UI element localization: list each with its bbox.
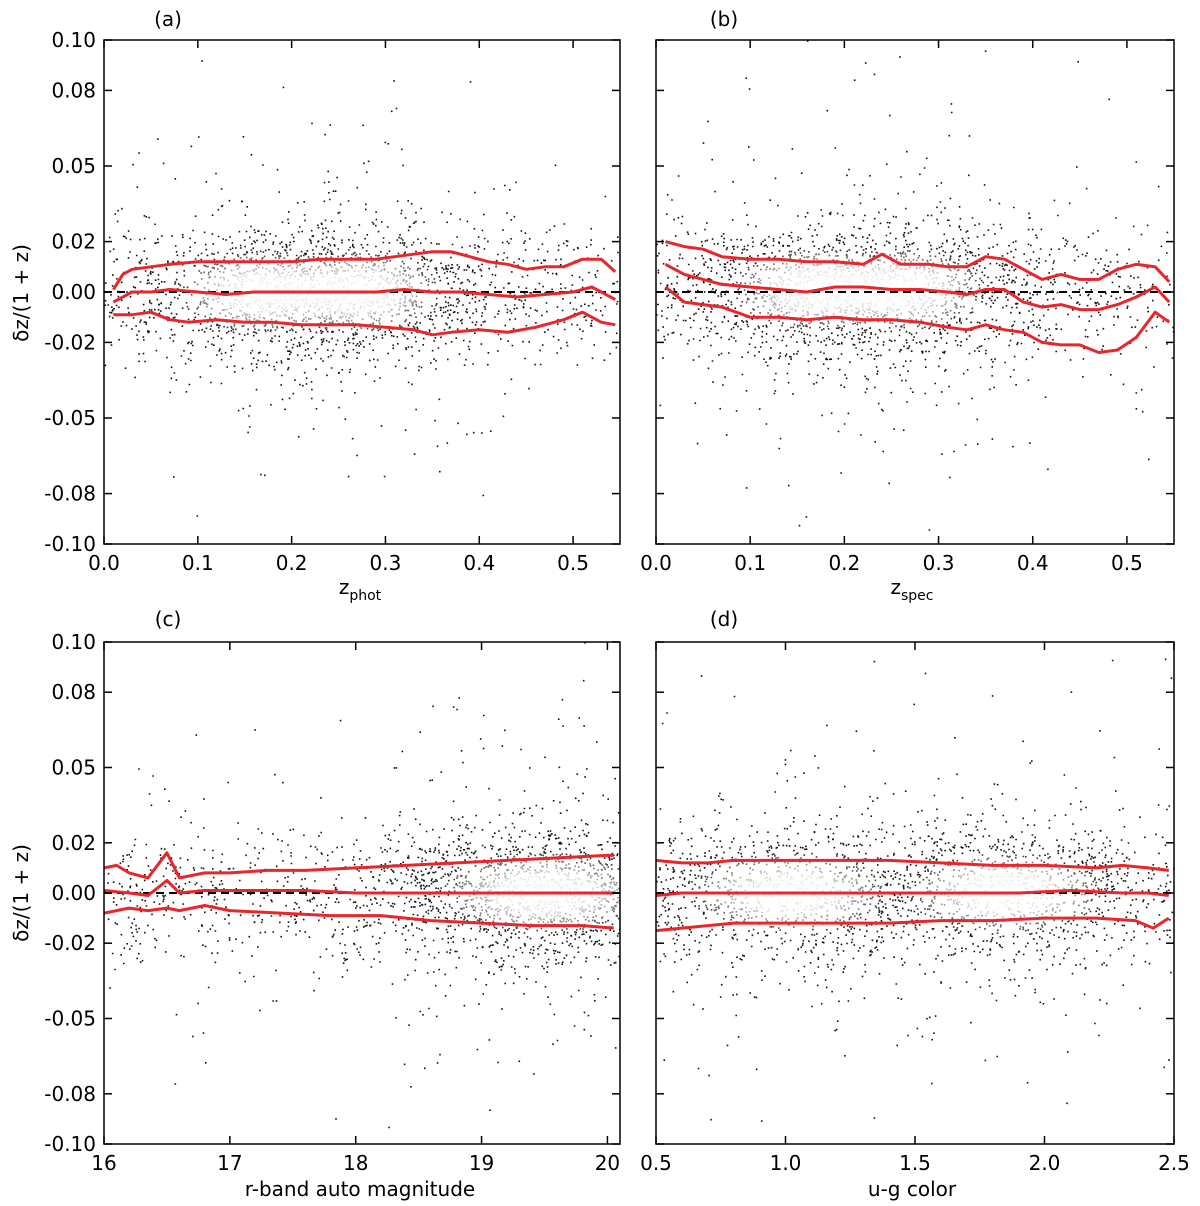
panel-a-ytick-label: -0.05 bbox=[44, 406, 96, 430]
panel-c-ytick-label: -0.08 bbox=[44, 1082, 96, 1106]
panel-d-xtick-label: 0.5 bbox=[640, 1151, 672, 1175]
panel-d-xtick-label: 1.0 bbox=[770, 1151, 802, 1175]
panel-a-xtick-label: 0.0 bbox=[88, 551, 120, 575]
panel-a-ytick-label: 0.10 bbox=[51, 28, 96, 52]
panel-b-series-0 bbox=[665, 240, 1171, 283]
panel-a-xtick-label: 0.3 bbox=[370, 551, 402, 575]
panel-c-xtick-label: 18 bbox=[343, 1151, 368, 1175]
panel-c-series-2 bbox=[104, 904, 614, 930]
panel-a-ytick-label: -0.10 bbox=[44, 532, 96, 556]
panel-a-ytick-label: 0.02 bbox=[51, 230, 96, 254]
panel-b-label: (b) bbox=[710, 7, 738, 31]
panel-c-ytick-label: -0.02 bbox=[44, 931, 96, 955]
panel-c-ylabel: δz/(1 + z) bbox=[9, 844, 33, 942]
panel-c-xtick-label: 20 bbox=[595, 1151, 620, 1175]
panel-a-xlabel-sub: phot bbox=[349, 588, 381, 604]
panel-b-plot: 0.0 0.1 0.2 0.3 0.4 0.5 bbox=[640, 39, 1175, 575]
panel-a-ytick-label: 0.08 bbox=[51, 78, 96, 102]
panel-c-xtick-label: 17 bbox=[217, 1151, 242, 1175]
panel-c-xtick-label: 19 bbox=[469, 1151, 494, 1175]
panel-b-xtick-label: 0.0 bbox=[640, 551, 672, 575]
panel-c-series-0 bbox=[104, 851, 614, 880]
panel-c-ytick-label: 0.08 bbox=[51, 680, 96, 704]
panel-c-label: (c) bbox=[155, 607, 182, 631]
panel-c: (c) δz/(1 + z) 16 17 18 19 20 -0.10 -0.08 -0.05… bbox=[9, 607, 621, 1201]
panel-b-xtick-label: 0.1 bbox=[734, 551, 766, 575]
panel-d-series-0 bbox=[656, 858, 1169, 872]
panel-d-series-2 bbox=[656, 916, 1170, 933]
panel-a-ytick-label: 0.05 bbox=[51, 154, 96, 178]
panel-a-ytick-label: -0.08 bbox=[44, 482, 96, 506]
panel-d-xlabel: u-g color bbox=[868, 1177, 957, 1201]
panel-c-ytick-label: 0.02 bbox=[51, 831, 96, 855]
panel-d-label: (d) bbox=[710, 607, 738, 631]
panel-d-plot: 0.5 1.0 1.5 2.0 2.5 bbox=[640, 641, 1190, 1175]
panel-a-ylabel: δz/(1 + z) bbox=[9, 244, 33, 342]
panel-d: (d) 0.5 1.0 1.5 2.0 2.5 u-g color bbox=[640, 607, 1190, 1201]
panel-b-xtick-label: 0.5 bbox=[1111, 551, 1143, 575]
panel-c-ytick-label: 0.05 bbox=[51, 756, 96, 780]
panel-a-series-2 bbox=[113, 310, 616, 337]
panel-d-points bbox=[656, 658, 1174, 1122]
panel-d-xtick-label: 1.5 bbox=[899, 1151, 931, 1175]
panel-b-xlabel-sub: spec bbox=[901, 588, 934, 604]
panel-a-plot: 0.0 0.1 0.2 0.3 0.4 0.5 -0.10 -0.08 -0.05 -0.02 0.… bbox=[44, 28, 621, 575]
panel-c-points bbox=[104, 642, 620, 1129]
panel-b: (b) 0.0 0.1 0.2 0.3 0.4 0.5 zspec bbox=[640, 7, 1175, 604]
panel-c-xtick-label: 16 bbox=[91, 1151, 116, 1175]
panel-b-xlabel-main: z bbox=[891, 575, 902, 599]
panel-a-series-1 bbox=[112, 285, 617, 304]
panel-a-xlabel-main: z bbox=[339, 575, 350, 599]
panel-b-xlabel: zspec bbox=[891, 575, 934, 604]
panel-c-ytick-label: -0.05 bbox=[44, 1007, 96, 1031]
panel-c-series-1 bbox=[104, 879, 614, 897]
panel-d-series-1 bbox=[656, 889, 1169, 897]
panel-c-xlabel: r-band auto magnitude bbox=[245, 1177, 475, 1201]
panel-a-ytick-label: -0.02 bbox=[44, 330, 96, 354]
panel-a-xtick-label: 0.1 bbox=[182, 551, 214, 575]
panel-c-ytick-label: -0.10 bbox=[44, 1132, 96, 1156]
panel-a-xtick-label: 0.5 bbox=[557, 551, 589, 575]
panel-d-xtick-label: 2.0 bbox=[1029, 1151, 1061, 1175]
panel-a-xlabel: zphot bbox=[339, 575, 382, 604]
panel-b-xtick-label: 0.3 bbox=[923, 551, 955, 575]
panel-a-series-0 bbox=[112, 250, 617, 291]
panel-a: (a) δz/(1 + z) 0.0 0.1 0.2 0.3 0.4 0.5 -0.10 -0… bbox=[9, 7, 621, 604]
panel-d-xtick-label: 2.5 bbox=[1158, 1151, 1190, 1175]
panel-b-xtick-label: 0.4 bbox=[1017, 551, 1049, 575]
panel-c-plot: 16 17 18 19 20 -0.10 -0.08 -0.05 -0.02 0.00 0.02 0.… bbox=[44, 630, 621, 1175]
panel-c-ytick-label: 0.00 bbox=[51, 881, 96, 905]
panel-a-xtick-label: 0.4 bbox=[463, 551, 495, 575]
panel-a-ytick-label: 0.00 bbox=[51, 280, 96, 304]
panel-b-series-2 bbox=[664, 285, 1171, 354]
panel-b-xtick-label: 0.2 bbox=[828, 551, 860, 575]
panel-a-label: (a) bbox=[154, 7, 182, 31]
panel-b-points bbox=[656, 40, 1174, 531]
panel-c-ytick-label: 0.10 bbox=[51, 630, 96, 654]
panel-a-xtick-label: 0.2 bbox=[276, 551, 308, 575]
panel-b-series-1 bbox=[664, 262, 1171, 312]
panel-a-points bbox=[104, 60, 620, 517]
